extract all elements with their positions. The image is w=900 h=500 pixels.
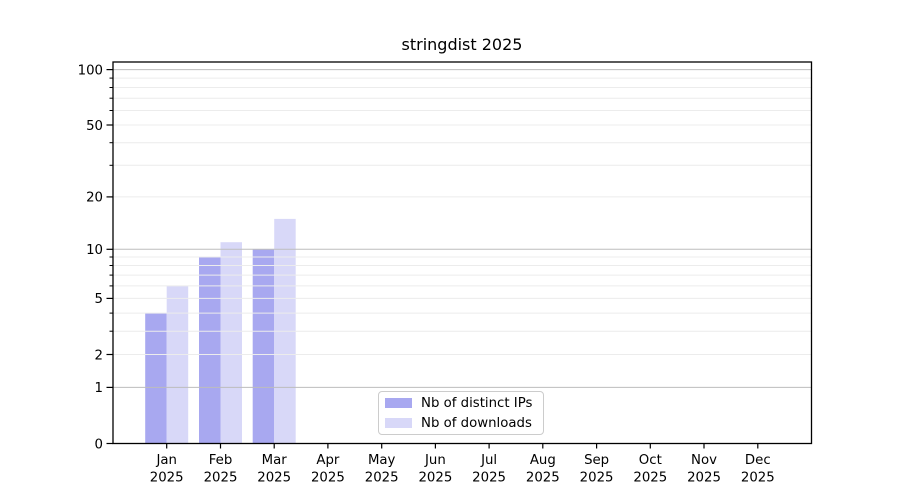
y-tick-label: 20	[86, 191, 103, 206]
bar-downloads-feb	[220, 242, 242, 444]
x-tick-label-feb: Feb 2025	[204, 453, 238, 486]
legend-swatch-downloads-icon	[385, 418, 412, 428]
x-tick-label-jul: Jul 2025	[472, 453, 506, 486]
x-tick-label-aug: Aug 2025	[526, 453, 560, 486]
x-tick-label-sep: Sep 2025	[580, 453, 614, 486]
legend: Nb of distinct IPs Nb of downloads	[378, 391, 544, 435]
legend-item-downloads: Nb of downloads	[379, 415, 543, 431]
x-tick-label-jan: Jan 2025	[150, 453, 184, 486]
y-tick-label: 50	[86, 119, 103, 134]
x-tick-label-oct: Oct 2025	[633, 453, 667, 486]
y-tick-label: 10	[86, 243, 103, 258]
legend-swatch-distinct-ips-icon	[385, 398, 412, 408]
legend-label-distinct-ips: Nb of distinct IPs	[421, 395, 533, 411]
chart-title: stringdist 2025	[401, 35, 523, 54]
x-tick-label-may: May 2025	[365, 453, 399, 486]
bar-distinct-ips-jan	[145, 313, 167, 444]
plot-border	[112, 61, 813, 445]
x-tick-label-dec: Dec 2025	[741, 453, 775, 486]
bar-distinct-ips-feb	[199, 257, 221, 444]
x-tick-label-nov: Nov 2025	[687, 453, 721, 486]
y-tick-label: 2	[95, 348, 103, 363]
legend-item-distinct-ips: Nb of distinct IPs	[379, 395, 543, 411]
bar-downloads-jan	[166, 285, 189, 444]
gridlines	[113, 69, 812, 388]
y-tick-label: 1	[95, 381, 103, 396]
x-tick-label-mar: Mar 2025	[257, 453, 291, 486]
x-tick-label-apr: Apr 2025	[311, 453, 345, 486]
legend-label-downloads: Nb of downloads	[421, 415, 532, 431]
y-tick-label: 100	[78, 63, 103, 78]
bar-distinct-ips-mar	[252, 249, 275, 444]
x-tick-label-jun: Jun 2025	[418, 453, 452, 486]
x-axis: Jan 2025 Feb 2025 Mar 2025 Apr 2025 May 2025 Jun 20…	[150, 443, 775, 486]
y-tick-label: 5	[95, 292, 103, 307]
y-tick-label: 0	[95, 437, 103, 452]
